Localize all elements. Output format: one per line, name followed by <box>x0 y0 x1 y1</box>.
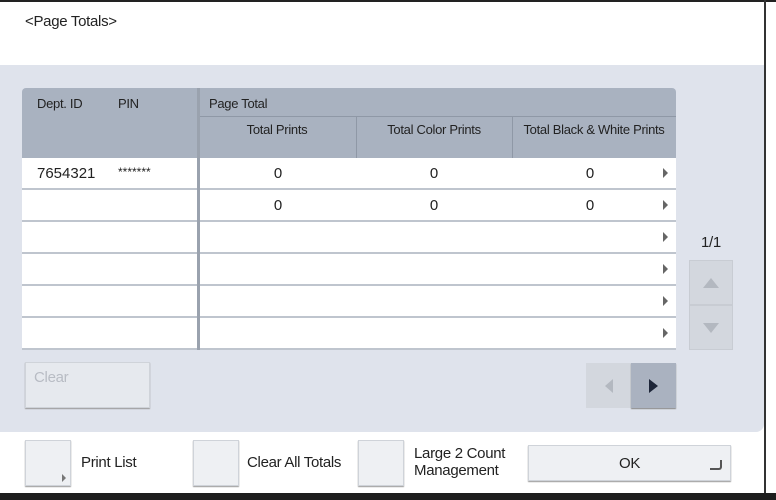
large-2-count-label: Large 2 Count Management <box>414 445 505 479</box>
clear-button[interactable]: Clear <box>25 362 150 408</box>
right-arrow-icon <box>649 378 658 393</box>
page-indicator: 1/1 <box>701 234 721 251</box>
down-arrow-icon <box>703 322 719 333</box>
total-bw-cell: 0 <box>585 197 595 214</box>
table-row-dept[interactable] <box>22 222 197 254</box>
print-list-label: Print List <box>81 454 137 471</box>
up-arrow-icon <box>703 277 719 288</box>
clear-label: Clear <box>34 369 69 386</box>
page-title: <Page Totals> <box>25 13 117 30</box>
large-2-count-button[interactable] <box>358 440 404 486</box>
dept-id-header: Dept. ID <box>37 96 83 111</box>
large-2-count-line2: Management <box>414 462 499 479</box>
scroll-down-button[interactable] <box>689 305 733 350</box>
total-color-cell: 0 <box>429 165 439 182</box>
table-row[interactable]: 0 0 0 <box>200 190 676 222</box>
dept-header: Dept. ID PIN <box>22 88 197 158</box>
table-row[interactable] <box>200 222 676 254</box>
clear-all-totals-label: Clear All Totals <box>247 454 342 471</box>
table-row[interactable] <box>200 254 676 286</box>
table-row[interactable]: 0 0 0 <box>200 158 676 190</box>
page-total-header: Page Total Total Prints Total Color Prin… <box>198 88 676 158</box>
table-row-dept[interactable] <box>22 254 197 286</box>
row-detail-arrow-icon <box>663 264 668 274</box>
ok-button[interactable]: OK <box>528 445 731 481</box>
total-prints-header: Total Prints <box>246 122 308 137</box>
prev-page-button[interactable] <box>586 363 631 408</box>
table-row[interactable] <box>200 318 676 350</box>
dept-id-cell: 7654321 <box>37 165 96 182</box>
row-detail-arrow-icon <box>663 232 668 242</box>
total-bw-cell: 0 <box>585 165 595 182</box>
row-detail-arrow-icon <box>663 328 668 338</box>
total-bw-header: Total Black & White Prints <box>523 122 665 137</box>
total-color-cell: 0 <box>429 197 439 214</box>
total-color-header: Total Color Prints <box>387 122 481 137</box>
page-total-label: Page Total <box>209 96 268 111</box>
right-border <box>764 0 766 493</box>
table-row-dept[interactable] <box>22 286 197 318</box>
ok-label: OK <box>618 454 641 472</box>
pin-cell: ******* <box>118 165 151 179</box>
next-page-button[interactable] <box>631 363 676 408</box>
row-detail-arrow-icon <box>663 168 668 178</box>
top-border <box>0 0 776 2</box>
left-arrow-icon <box>604 378 613 393</box>
large-2-count-line1: Large 2 Count <box>414 445 506 462</box>
table-row-dept[interactable] <box>22 190 197 222</box>
bottom-bar <box>0 493 776 500</box>
submenu-arrow-icon <box>62 474 66 482</box>
total-prints-cell: 0 <box>273 165 283 182</box>
scroll-up-button[interactable] <box>689 260 733 305</box>
print-list-button[interactable] <box>25 440 71 486</box>
clear-all-totals-button[interactable] <box>193 440 239 486</box>
enter-icon <box>710 460 722 470</box>
row-detail-arrow-icon <box>663 200 668 210</box>
table-row-dept[interactable] <box>22 318 197 350</box>
table-row[interactable] <box>200 286 676 318</box>
total-prints-cell: 0 <box>273 197 283 214</box>
table-row-dept[interactable]: 7654321 ******* <box>22 158 197 190</box>
row-detail-arrow-icon <box>663 296 668 306</box>
pin-header: PIN <box>118 96 139 111</box>
column-divider <box>197 88 200 350</box>
